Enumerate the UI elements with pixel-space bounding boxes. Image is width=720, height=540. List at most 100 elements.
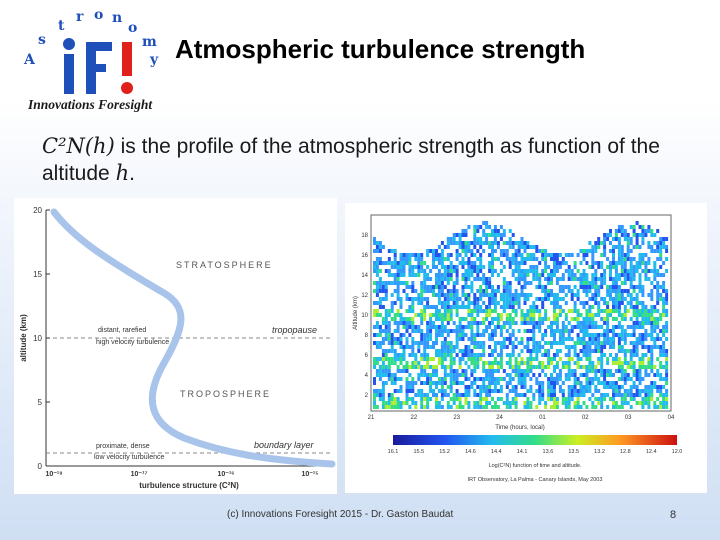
heatmap-cell: [576, 297, 580, 301]
heatmap-cell: [526, 373, 530, 377]
heatmap-cell: [665, 321, 669, 325]
heatmap-cell: [629, 277, 633, 281]
heatmap-cell: [384, 293, 388, 297]
heatmap-cell: [582, 333, 586, 337]
heatmap-cell: [485, 237, 489, 241]
heatmap-cell: [594, 297, 598, 301]
heatmap-cell: [600, 297, 604, 301]
heatmap-cell: [449, 369, 453, 373]
heatmap-cell: [476, 333, 480, 337]
heatmap-cell: [446, 277, 450, 281]
heatmap-cell: [550, 281, 553, 285]
heatmap-cell: [505, 373, 509, 377]
heatmap-cell: [408, 261, 412, 265]
heatmap-cell: [446, 385, 450, 389]
heatmap-cell: [659, 293, 663, 297]
heatmap-cell: [635, 237, 639, 241]
heatmap-cell: [532, 333, 536, 337]
heatmap-cell: [461, 317, 465, 321]
heatmap-cell: [426, 329, 430, 333]
heatmap-cell: [435, 369, 438, 373]
heatmap-cell: [553, 305, 556, 309]
heatmap-cell: [405, 257, 409, 261]
heatmap-cell: [561, 365, 565, 369]
heatmap-cell: [573, 345, 577, 349]
heatmap-cell: [558, 265, 562, 269]
heatmap-cell: [461, 265, 465, 269]
heatmap-cell: [473, 361, 477, 365]
heatmap-cell: [641, 257, 645, 261]
heatmap-cell: [449, 365, 453, 369]
heatmap-cell: [384, 405, 388, 409]
heatmap-cell: [570, 253, 574, 257]
heatmap-cell: [488, 389, 492, 393]
heatmap-cell: [582, 401, 586, 405]
heatmap-cell: [553, 257, 556, 261]
heatmap-cell: [656, 301, 660, 305]
heatmap-cell: [426, 393, 430, 397]
heatmap-cell: [570, 397, 574, 401]
heatmap-cell: [408, 325, 412, 329]
heatmap-cell: [390, 381, 394, 385]
heatmap-cell: [614, 405, 618, 409]
heatmap-cell: [408, 269, 412, 273]
heatmap-cell: [553, 269, 556, 273]
heatmap-cell: [423, 285, 427, 289]
heatmap-cell: [529, 337, 533, 341]
heatmap-cell: [384, 285, 388, 289]
heatmap-cell: [485, 289, 489, 293]
heatmap-cell: [420, 369, 424, 373]
heatmap-cell: [644, 321, 648, 325]
heatmap-cell: [496, 273, 500, 277]
heatmap-cell: [473, 357, 477, 361]
heatmap-cell: [446, 305, 450, 309]
heatmap-cell: [443, 345, 447, 349]
heatmap-cell: [623, 369, 627, 373]
heatmap-cell: [638, 325, 642, 329]
heatmap-cell: [603, 253, 607, 257]
heatmap-cell: [488, 385, 492, 389]
heatmap-cell: [600, 397, 604, 401]
heatmap-cell: [573, 277, 577, 281]
heatmap-cell: [511, 349, 515, 353]
heatmap-cell: [517, 353, 521, 357]
logo-ifi-mark: [63, 38, 133, 94]
heatmap-cell: [576, 293, 580, 297]
heatmap-cell: [455, 273, 459, 277]
heatmap-cell: [393, 317, 397, 321]
heatmap-cell: [449, 353, 453, 357]
heatmap-cell: [553, 341, 556, 345]
heatmap-cell: [493, 361, 497, 365]
logo: A s t r o n o m y Innovations Foresight: [10, 6, 170, 118]
heatmap-cell: [393, 377, 397, 381]
heatmap-cell: [647, 349, 651, 353]
heatmap-cell: [541, 361, 545, 365]
heatmap-cell: [476, 325, 480, 329]
heatmap-cell: [612, 277, 615, 281]
heatmap-cell: [553, 397, 556, 401]
heatmap-cell: [629, 241, 633, 245]
heatmap-cell: [479, 353, 483, 357]
heatmap-cell: [420, 365, 424, 369]
heatmap-cell: [384, 357, 388, 361]
heatmap-cell: [384, 297, 388, 301]
heatmap-cell: [597, 333, 601, 337]
heatmap-cell: [405, 397, 409, 401]
heatmap-cell: [375, 289, 379, 293]
heatmap-cell: [476, 377, 480, 381]
heatmap-cell: [550, 397, 553, 401]
heatmap-cell: [479, 401, 483, 405]
heatmap-cell: [473, 393, 477, 397]
heatmap-cell: [393, 349, 397, 353]
heatmap-cell: [470, 385, 474, 389]
heatmap-cell: [449, 309, 453, 313]
heatmap-cell: [620, 233, 624, 237]
heatmap-cell: [473, 253, 477, 257]
heatmap-cell: [493, 225, 497, 229]
heatmap-cell: [473, 321, 477, 325]
heatmap-cell: [437, 293, 441, 297]
heatmap-cell: [411, 345, 415, 349]
heatmap-cell: [635, 317, 639, 321]
heatmap-cell: [629, 301, 633, 305]
heatmap-cell: [635, 325, 639, 329]
